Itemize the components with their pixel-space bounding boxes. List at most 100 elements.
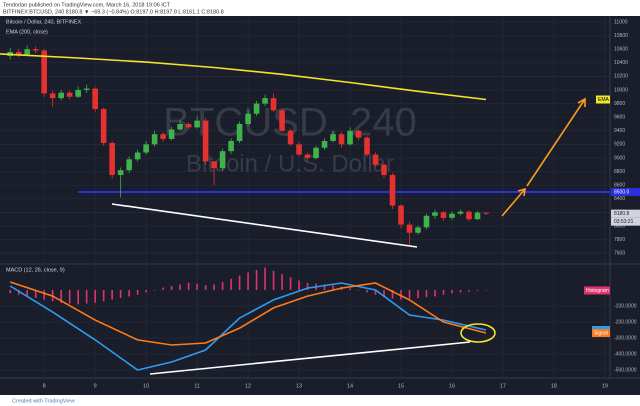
histogram-bar [221, 282, 224, 290]
x-tick-label: 9 [94, 383, 97, 389]
y-tick-label: 9800 [614, 101, 625, 107]
candle-body [49, 93, 56, 99]
y-tick-label: 10000 [614, 87, 628, 93]
y-tick-label: 10400 [614, 60, 628, 66]
histogram-bar [289, 277, 292, 290]
candle-body [75, 89, 81, 97]
forecast-arrows [501, 97, 586, 217]
candle-body [100, 109, 107, 144]
candle-body [41, 50, 47, 94]
histogram-bar [196, 283, 198, 290]
candle-body [160, 134, 166, 139]
legend-label: Signal [594, 330, 608, 336]
histogram-bar [68, 290, 71, 304]
candle-body [177, 123, 183, 130]
histogram-bar [476, 290, 479, 291]
candle-body [143, 144, 149, 153]
symbol-line: BITFINEX:BTCUSD, 240 8180.8 ▼ −69.3 (−0.… [3, 9, 224, 15]
watermark-sub: Bitcoin / U.S. Dollar [186, 150, 394, 177]
candle-body [381, 164, 387, 175]
plot [0, 45, 610, 371]
candle-body [236, 123, 243, 141]
y-tick-label: -200.0000 [614, 319, 637, 325]
x-tick-label: 19 [602, 383, 608, 389]
candle-body [66, 92, 73, 97]
x-tick-label: 10 [143, 383, 149, 389]
histogram-bar [366, 290, 368, 293]
histogram-bar [119, 290, 122, 298]
candle-body [126, 159, 132, 171]
histogram-bar [85, 290, 88, 304]
histogram-bar [417, 290, 419, 298]
arrow-head [577, 97, 586, 107]
candle-body [185, 123, 192, 128]
y-tick-label: 8400 [614, 196, 625, 202]
candle-body [92, 88, 98, 110]
candle-body [304, 154, 311, 158]
x-tick-label: 15 [398, 383, 404, 389]
candle-body [262, 98, 268, 104]
histogram-bar [153, 290, 156, 291]
legend-label: Histogram [586, 288, 609, 294]
y-tick-label: -300.0000 [614, 335, 637, 341]
candle-body [432, 212, 438, 216]
candle-body [440, 212, 447, 218]
histogram-bar [247, 272, 249, 290]
candle-body [279, 110, 285, 131]
histogram-bar [238, 275, 241, 290]
candle-body [109, 143, 115, 175]
candle-body [15, 51, 22, 55]
line [0, 53, 487, 101]
histogram-bar [111, 290, 113, 300]
x-tick-label: 18 [551, 383, 557, 389]
candle-body [355, 130, 362, 138]
histogram-bar [204, 285, 207, 290]
histogram-bar [451, 290, 453, 294]
candle-body [406, 224, 413, 233]
candle-body [321, 140, 328, 148]
histogram-bar [391, 290, 394, 299]
y-tick-label: -100.0000 [614, 303, 637, 309]
arrow [501, 188, 526, 217]
arrow-head [517, 187, 526, 197]
y-tick-label: 8800 [614, 169, 625, 175]
axis-label-box [596, 95, 610, 104]
histogram-bar [26, 290, 28, 297]
candle-body [449, 213, 455, 218]
candle-body [398, 205, 404, 225]
legend-label: EMA [598, 97, 610, 103]
x-tick-label: 8 [43, 383, 46, 389]
histogram-bar [9, 290, 11, 294]
y-tick-label: -400.0000 [614, 351, 637, 357]
histogram-bar [145, 290, 147, 293]
histogram-bar [332, 285, 334, 290]
axis-label-box [611, 209, 640, 218]
candle-body [423, 215, 430, 228]
histogram-bar [383, 290, 385, 298]
histogram-bar [60, 290, 62, 303]
histogram-bar [264, 267, 266, 290]
candle-body [389, 174, 396, 206]
x-tick-label: 13 [296, 383, 302, 389]
candle-body [168, 129, 175, 139]
candle-body [134, 152, 141, 160]
candle-body [296, 144, 302, 155]
histogram-bar [374, 290, 377, 295]
x-tick-label: 12 [245, 383, 251, 389]
candle-body [415, 227, 421, 233]
histogram-bar [442, 290, 445, 295]
histogram-bar [162, 287, 164, 290]
histogram-bar [43, 290, 45, 300]
histogram-bar [77, 290, 79, 305]
y-tick-label: 7600 [614, 250, 625, 256]
macd-trendline [149, 341, 471, 375]
trendline [111, 203, 418, 248]
histogram-bar [34, 290, 37, 298]
histogram-bar [213, 284, 215, 290]
axis-label-box [611, 217, 640, 226]
line [9, 281, 487, 346]
y-tick-label: 9400 [614, 128, 625, 134]
candle-body [330, 134, 336, 141]
